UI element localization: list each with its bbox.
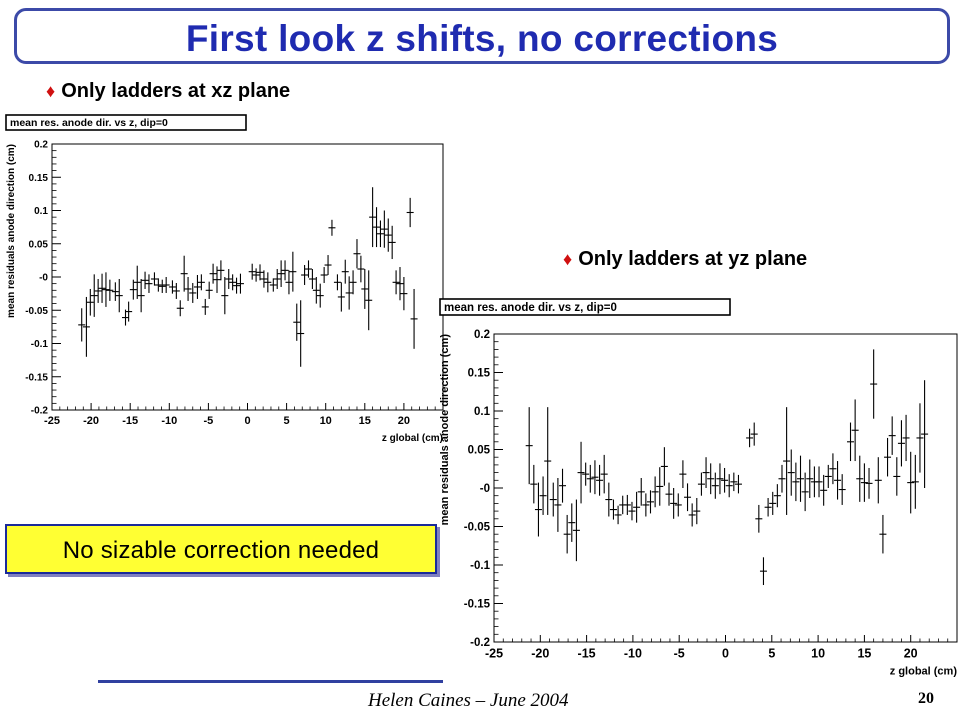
- y-tick-label: -0.05: [25, 306, 48, 317]
- x-tick-label: -15: [122, 415, 138, 427]
- y-tick-label: -0.15: [25, 372, 48, 383]
- y-tick-label: -0.15: [464, 599, 491, 611]
- footer-divider: [98, 680, 443, 683]
- x-axis-label: z global (cm): [890, 666, 958, 678]
- x-tick-label: 0: [722, 647, 729, 661]
- x-tick-label: 20: [398, 415, 410, 427]
- x-tick-label: 10: [811, 647, 825, 661]
- x-tick-label: -20: [83, 415, 99, 427]
- x-tick-label: -15: [578, 647, 596, 661]
- y-tick-label: -0: [39, 273, 48, 284]
- diamond-bullet-icon: ♦: [563, 249, 573, 269]
- chart-title: mean res. anode dir. vs z, dip=0: [444, 302, 617, 314]
- x-tick-label: 10: [320, 415, 332, 427]
- chart-title: mean res. anode dir. vs z, dip=0: [10, 117, 168, 129]
- x-tick-label: -20: [531, 647, 549, 661]
- chart-title-box: [439, 298, 731, 316]
- y-tick-label: 0.15: [468, 368, 491, 380]
- y-tick-label: 0.2: [474, 329, 490, 341]
- y-tick-label: 0.05: [468, 445, 491, 457]
- slide-title: First look z shifts, no corrections: [185, 18, 779, 59]
- bullet-xz-text: Only ladders at xz plane: [61, 80, 291, 102]
- x-tick-label: -25: [44, 415, 60, 427]
- title-box: First look z shifts, no corrections: [14, 8, 950, 64]
- x-tick-label: 5: [284, 415, 290, 427]
- y-tick-label: -0: [480, 483, 490, 495]
- data-series: [525, 349, 929, 586]
- callout-text: No sizable correction needed: [62, 537, 380, 564]
- data-series: [78, 187, 418, 367]
- bullet-yz: ♦ Only ladders at yz plane: [563, 248, 807, 271]
- y-tick-label: -0.1: [470, 560, 490, 572]
- y-axis-label: mean residuals anode direction (cm): [6, 144, 17, 318]
- y-tick-label: 0.2: [34, 140, 48, 151]
- diamond-bullet-icon: ♦: [46, 81, 56, 101]
- x-tick-label: 0: [244, 415, 250, 427]
- x-tick-label: 20: [904, 647, 918, 661]
- chart-title-box: [5, 114, 247, 131]
- x-tick-label: 15: [359, 415, 371, 427]
- page-number: 20: [918, 690, 934, 707]
- y-tick-label: -0.1: [31, 339, 49, 350]
- y-tick-label: -0.05: [464, 522, 491, 534]
- yz-residual-plot: mean res. anode dir. vs z, dip=0 -25 -20 -1…: [439, 298, 958, 678]
- callout-box: No sizable correction needed: [5, 524, 437, 574]
- bullet-yz-text: Only ladders at yz plane: [578, 248, 808, 270]
- y-tick-label: 0.05: [29, 239, 49, 250]
- bullet-xz: ♦ Only ladders at xz plane: [46, 80, 290, 103]
- y-axis-label: mean residuals anode direction (cm): [439, 334, 451, 526]
- x-tick-label: -10: [624, 647, 642, 661]
- plot-frame: [51, 143, 444, 411]
- x-tick-label: 15: [857, 647, 871, 661]
- y-tick-label: -0.2: [31, 406, 49, 417]
- plot-frame: [493, 333, 958, 643]
- x-axis-label: z global (cm): [382, 433, 443, 444]
- y-tick-label: 0.15: [29, 173, 49, 184]
- x-tick-label: -10: [161, 415, 177, 427]
- x-tick-label: -25: [485, 647, 503, 661]
- xz-residual-plot: mean res. anode dir. vs z, dip=0 -25 -20 -1…: [5, 114, 444, 444]
- x-tick-label: -5: [204, 415, 214, 427]
- x-tick-label: 5: [768, 647, 775, 661]
- y-tick-label: -0.2: [470, 637, 490, 649]
- y-tick-label: 0.1: [474, 406, 491, 418]
- footer-author-date: Helen Caines – June 2004: [368, 690, 569, 711]
- y-tick-label: 0.1: [34, 206, 48, 217]
- x-tick-label: -5: [674, 647, 685, 661]
